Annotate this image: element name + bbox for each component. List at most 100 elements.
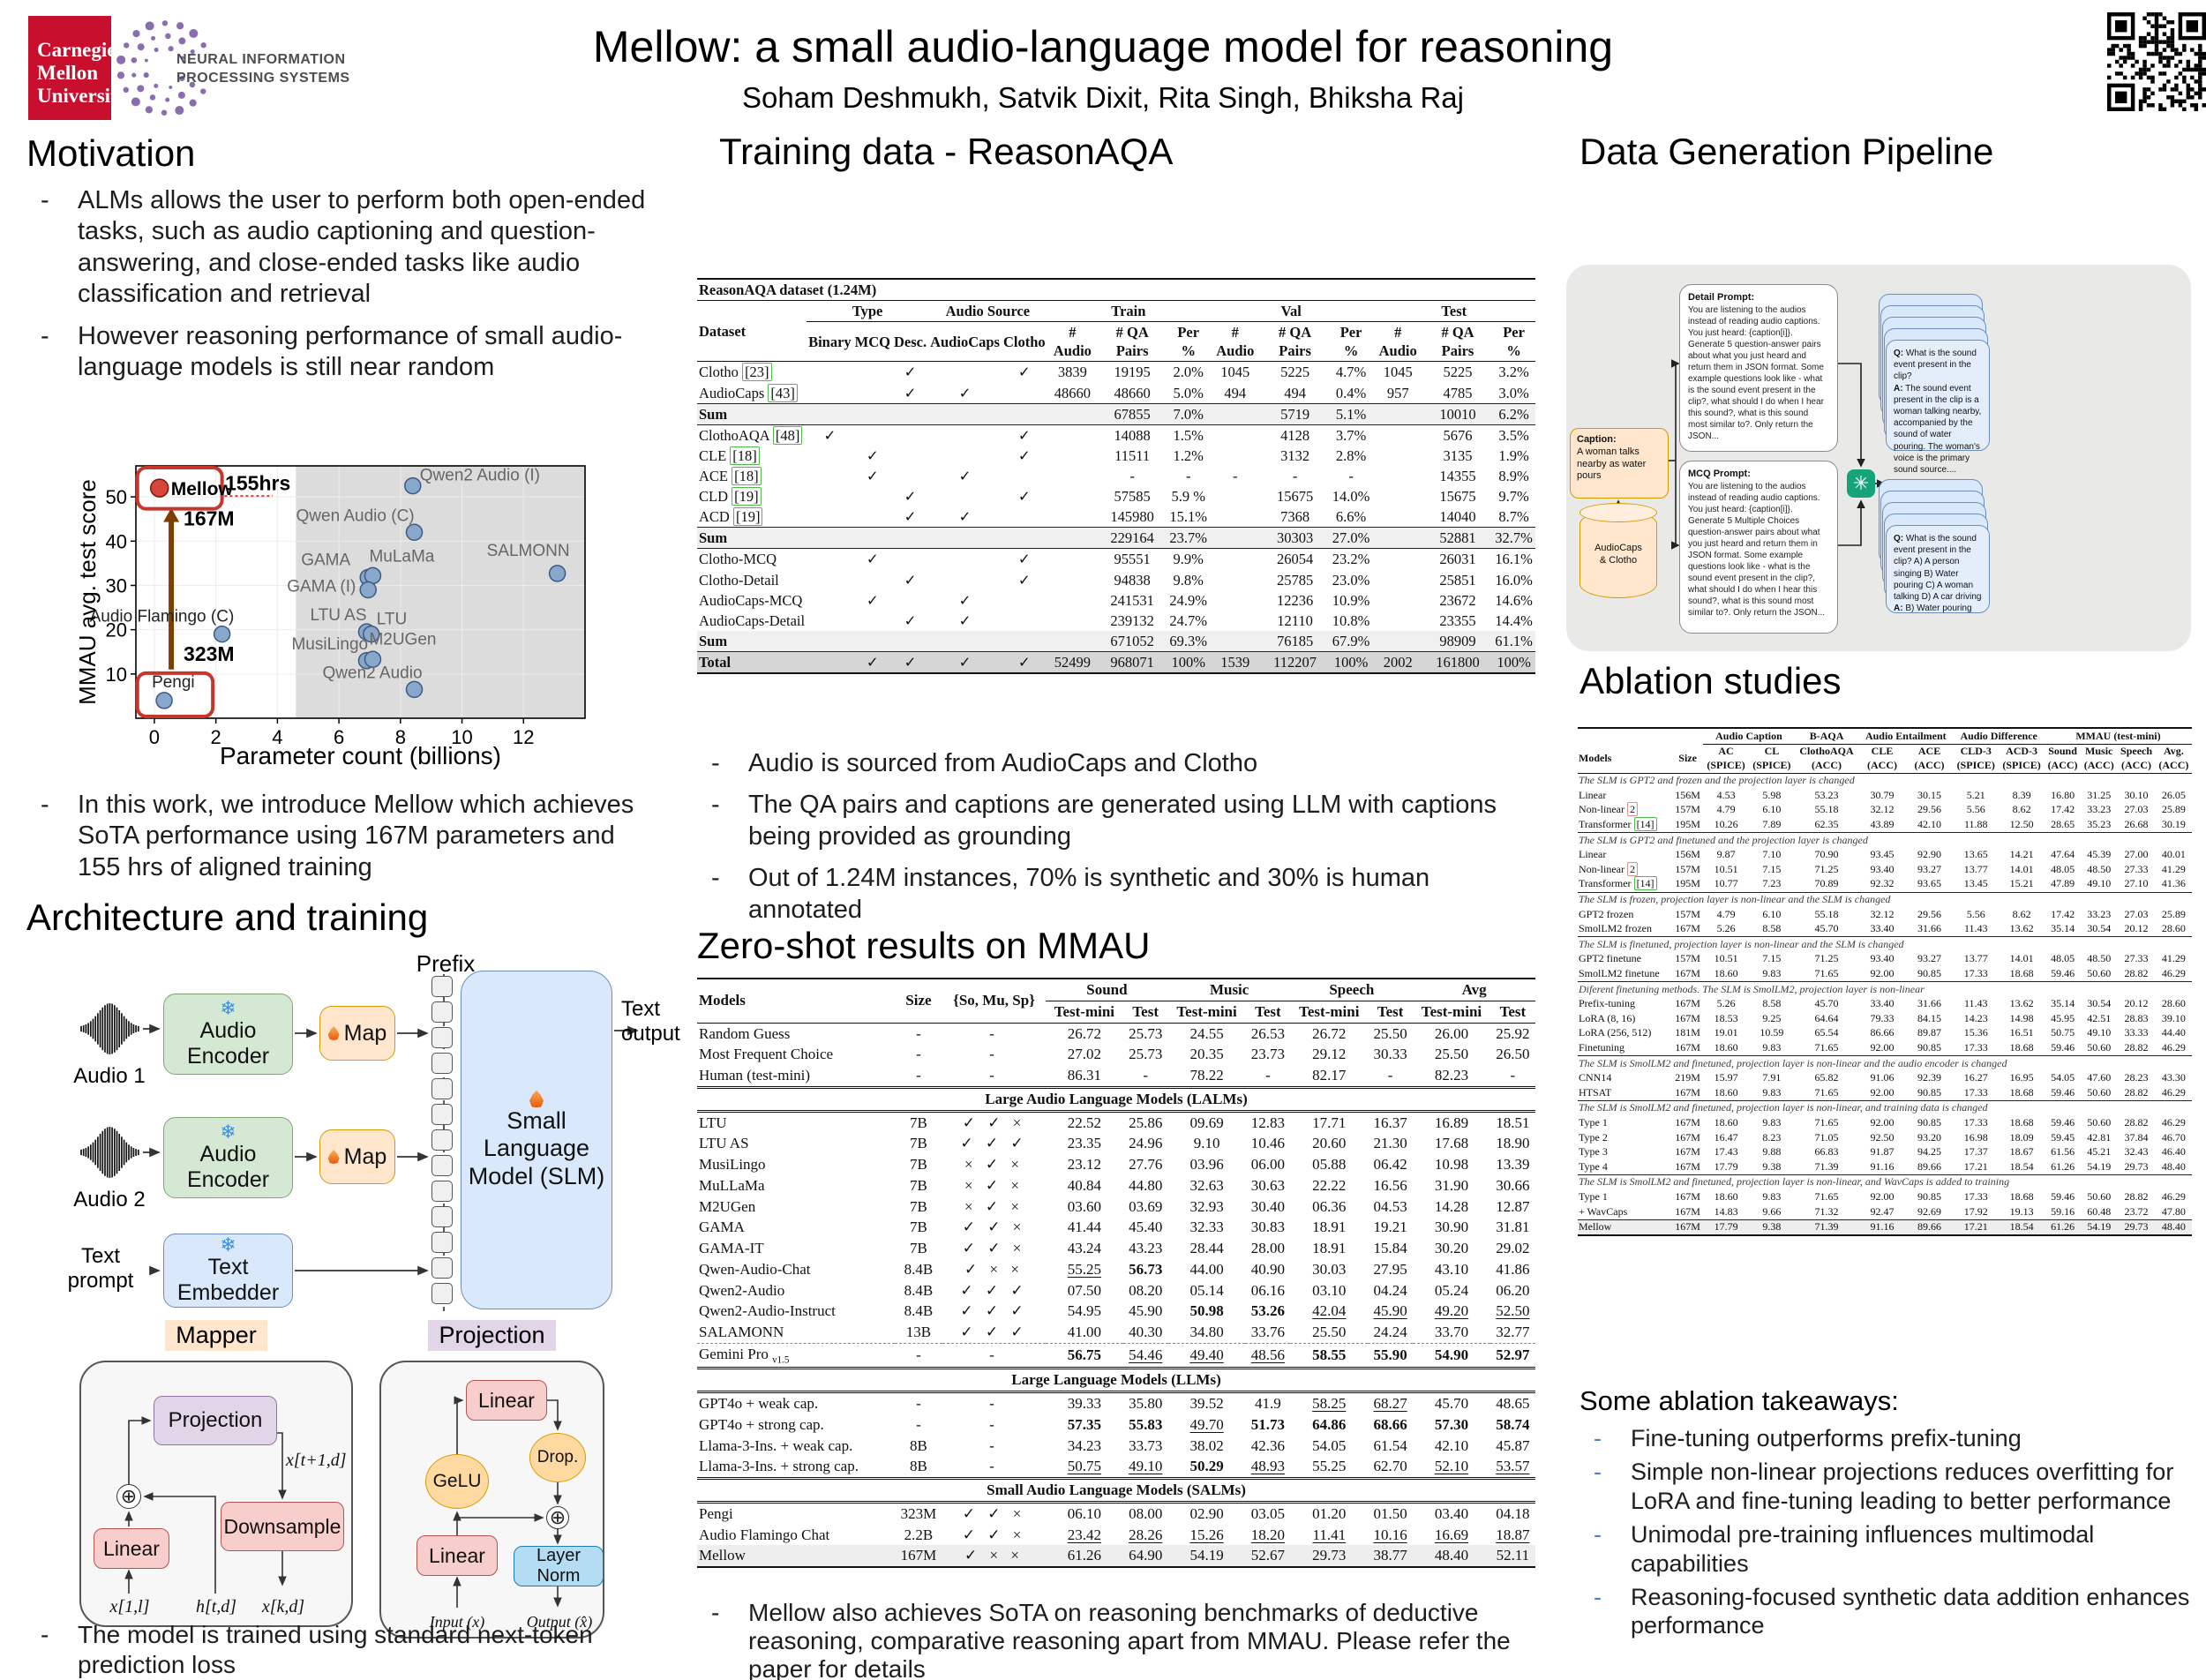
cell: 59.46 [2045,1189,2081,1204]
cell: 28.44 [1168,1238,1246,1259]
cell: 18.54 [1999,1159,2045,1174]
cell-value: 31.66 [1917,922,1942,935]
projection-label-wrap: Projection [379,1320,604,1351]
cell: 93.27 [1906,862,1954,877]
cell: 16.1% [1492,549,1535,570]
cell: 39.10 [2156,1011,2192,1026]
cell-value: ✓ ✓ × [962,1504,1026,1522]
cell-value: 45.95 [2051,1011,2075,1024]
column-header: Audio Caption [1703,728,1795,745]
cell-value: 71.25 [1814,952,1839,965]
cell: 30.33 [1368,1044,1413,1065]
row-name: Mellow [699,1547,746,1564]
cell: 6.10 [1749,907,1795,922]
cell: 71.25 [1795,862,1858,877]
cell-value: 57.35 [1067,1415,1101,1433]
cell: - [942,1044,1046,1065]
cell-value: 9.25 [1762,1011,1782,1024]
cell: 4.79 [1703,907,1749,922]
cell-value: 27.03 [2124,907,2149,920]
caption-title: Caption: [1577,434,1617,445]
row-name: AudioCaps [43] [697,383,807,404]
cell: 7.23 [1749,877,1795,892]
cell: 50.60 [2081,1040,2117,1055]
cell-value: 23.42 [1067,1526,1101,1543]
cell: 92.00 [1858,967,1906,982]
cell: ✓ [1002,446,1047,466]
section-title: Diferent finetuning methods. The SLM is … [1579,982,1925,995]
cell-value: 70.89 [1814,877,1839,890]
cell-value: 23.7% [1169,529,1207,547]
cell: 167M [895,1545,942,1567]
cell-value: 50.75 [1067,1458,1101,1475]
cell-value: 15.36 [1963,1026,1988,1039]
column-header: Audio Difference [1953,728,2045,745]
column-header: Val [1210,300,1373,323]
cell: ✓ [892,362,928,383]
row-name: LoRA (8, 16) [1579,1011,1636,1024]
column-header: Per % [1177,324,1200,360]
banner-row: Large Language Models (LLMs) [697,1369,1535,1392]
cell-value: 17.42 [2051,803,2075,816]
cell-value: 50.60 [2087,1085,2112,1099]
cell-value: 167M [1675,1130,1700,1144]
cell: 39.52 [1168,1392,1246,1414]
cell-value: 239132 [1110,611,1154,629]
cell-value: 30.20 [1434,1240,1469,1256]
cell [1372,631,1422,652]
cell-value: ✓ ✓ ✓ [960,1135,1028,1152]
svg-text:LTU: LTU [377,611,407,629]
cell: 27.95 [1368,1259,1413,1280]
cell: 23.12 [1046,1154,1123,1175]
mapper-label-wrap: Mapper [79,1320,353,1351]
cell-value: - [1510,1067,1516,1084]
cell-value: 06.36 [1312,1197,1347,1215]
cell-value: 42.10 [1917,818,1942,831]
cell: × ✓ × [942,1196,1046,1218]
cell-value: 17.33 [1963,1085,1988,1099]
cell-value: 17.42 [2051,907,2075,920]
cell [1372,570,1422,590]
bullet-item: - In this work, we introduce Mellow which… [35,790,657,883]
cell-value: 7.15 [1762,952,1782,965]
bullet-dash: - [1594,1521,1602,1549]
cell: 05.14 [1168,1280,1246,1301]
table-row: M2UGen 7B × ✓ × 03.60 03.69 32.93 30.40 06.36 04… [697,1196,1535,1218]
cell: - [895,1023,942,1044]
cell-value: 494 [1224,384,1247,401]
section-banner: Large Language Models (LLMs) [1011,1371,1221,1389]
cell: 4128 [1261,424,1330,446]
cell: 25785 [1261,570,1330,590]
row-name: Total [699,653,732,671]
cell: 195M [1672,818,1703,833]
cell-value: 18.87 [1496,1526,1530,1543]
cell: 26.72 [1046,1023,1123,1044]
cell: 26.50 [1490,1044,1535,1065]
cell-value: 91.16 [1870,1220,1895,1234]
cell: 41.44 [1046,1217,1123,1238]
takeaways-bullets: - Fine-tuning outperforms prefix-tuning - S… [1588,1424,2197,1640]
cell-value: 31.90 [1434,1176,1469,1194]
cell-value: 4.53 [1716,788,1736,801]
table-row: GPT2 frozen 157M 4.79 6.10 55.18 32.12 29.56 5.… [1578,907,2192,922]
cell: 71.65 [1795,1115,1858,1130]
cell [1372,549,1422,570]
architecture-diagram: Prefix ❄ Audio Encoder Map Audio 1 ❄ Aud… [53,950,680,1317]
cell: 91.16 [1858,1219,1906,1235]
cell: 70.90 [1795,848,1858,863]
column-header: Test-mini [1176,1002,1237,1020]
cell-value: 30.83 [1250,1219,1286,1236]
cell: 30.54 [2081,922,2117,937]
cell-value: 229164 [1110,529,1154,547]
snowflake-icon: ❄ [220,997,236,1020]
cell-value: 39.10 [2161,1011,2186,1024]
cell-value: 10.9% [1332,591,1370,609]
cell: 05.24 [1413,1280,1490,1301]
cell-value: 91.87 [1870,1145,1895,1159]
cell: 49.40 [1167,1342,1246,1369]
cell: 03.40 [1413,1502,1490,1524]
cell-value: 23.35 [1067,1135,1101,1152]
cell: 7B [895,1154,942,1175]
cell [1372,611,1422,631]
cell: 43.10 [1413,1259,1490,1280]
